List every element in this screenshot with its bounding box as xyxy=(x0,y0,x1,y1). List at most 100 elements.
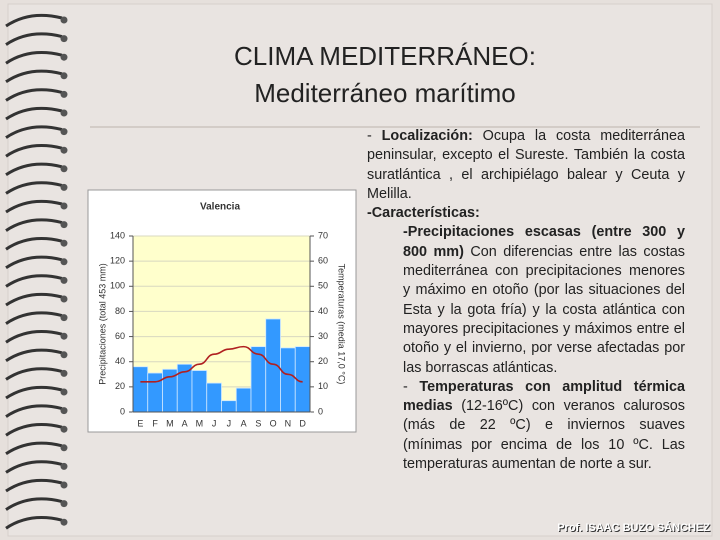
binding-ring xyxy=(5,144,63,158)
bar xyxy=(132,366,149,413)
x-tick-label: O xyxy=(270,418,277,428)
bar xyxy=(235,387,252,413)
y2-tick-label: 40 xyxy=(318,306,328,316)
binding-hole xyxy=(60,128,68,136)
y-tick-label: 0 xyxy=(120,406,125,416)
binding xyxy=(5,13,68,530)
bold-text: Localización: xyxy=(381,128,473,144)
binding-hole xyxy=(60,35,68,43)
binding-hole xyxy=(60,16,68,24)
y2-tick-label: 10 xyxy=(318,381,328,391)
binding-ring xyxy=(5,497,63,511)
x-tick-label: A xyxy=(182,418,188,428)
chart-title: Valencia xyxy=(200,202,240,213)
bar xyxy=(280,347,296,413)
y2-tick-label: 70 xyxy=(318,230,328,240)
y-tick-label: 20 xyxy=(115,381,125,391)
binding-hole xyxy=(60,332,68,340)
binding-ring xyxy=(5,274,63,288)
binding-hole xyxy=(60,444,68,452)
binding-hole xyxy=(60,258,68,266)
binding-ring xyxy=(5,478,63,493)
x-tick-label: F xyxy=(152,418,158,428)
y-tick-label: 60 xyxy=(115,331,125,341)
binding-ring xyxy=(5,311,63,325)
binding-ring xyxy=(5,32,63,46)
x-tick-label: N xyxy=(285,418,292,428)
binding-ring xyxy=(5,162,63,177)
y-tick-label: 80 xyxy=(115,306,125,316)
binding-ring xyxy=(5,218,63,232)
x-tick-label: M xyxy=(166,418,174,428)
binding-ring xyxy=(5,385,63,400)
binding-ring xyxy=(5,181,63,195)
binding-hole xyxy=(60,351,68,359)
bar xyxy=(221,400,237,413)
binding-ring xyxy=(5,367,63,381)
x-tick-label: S xyxy=(255,418,261,428)
x-tick-label: J xyxy=(212,418,217,428)
binding-hole xyxy=(60,53,68,61)
y-axis-label: Precipitaciones (total 453 mm) xyxy=(97,263,107,385)
bold-text: -Características: xyxy=(367,205,480,222)
binding-ring xyxy=(5,199,63,214)
chart: Valencia Precipitaciones (total 453 mm) … xyxy=(87,189,357,433)
bold-text: -Precipitaciones escasas (entre 300 y 80… xyxy=(403,224,685,260)
footer-shadow: Prof. ISAAC BUZO SÁNCHEZ xyxy=(558,522,711,535)
binding-ring xyxy=(5,404,63,418)
binding-hole xyxy=(60,481,68,489)
binding-hole xyxy=(60,221,68,229)
binding-ring xyxy=(5,348,63,363)
binding-hole xyxy=(60,146,68,154)
binding-hole xyxy=(60,425,68,433)
binding-ring xyxy=(5,88,63,102)
binding-ring xyxy=(5,69,63,84)
text: Con diferencias entre las costas mediter… xyxy=(403,243,685,376)
binding-hole xyxy=(60,407,68,415)
y2-tick-label: 20 xyxy=(318,356,328,366)
binding-hole xyxy=(60,388,68,396)
text: Ocupa la costa mediterránea peninsular, … xyxy=(367,128,685,202)
y2-tick-label: 30 xyxy=(318,331,328,341)
binding-ring xyxy=(5,292,63,307)
binding-hole xyxy=(60,276,68,284)
paragraph: - Localización: Ocupa la costa mediterrá… xyxy=(367,127,685,204)
body-text: - Localización: Ocupa la costa mediterrá… xyxy=(367,127,685,474)
paragraph: -Características: xyxy=(367,204,685,223)
bar xyxy=(147,372,163,413)
binding-hole xyxy=(60,90,68,98)
binding-ring xyxy=(5,125,63,139)
binding-hole xyxy=(60,72,68,80)
x-tick-label: D xyxy=(299,418,306,428)
bold-text: Temperaturas con amplitud térmica medias xyxy=(403,378,686,415)
binding-hole xyxy=(60,518,68,526)
x-tick-label: J xyxy=(227,418,232,428)
binding-hole xyxy=(60,239,68,247)
binding-hole xyxy=(60,109,68,117)
x-tick-label: E xyxy=(137,418,143,428)
binding-hole xyxy=(60,500,68,508)
binding-ring xyxy=(5,330,63,344)
binding-ring xyxy=(5,237,63,251)
bar xyxy=(206,382,222,413)
y-tick-label: 100 xyxy=(110,281,125,291)
x-tick-label: M xyxy=(196,418,204,428)
binding-hole xyxy=(60,369,68,377)
paragraph: -Precipitaciones escasas (entre 300 y 80… xyxy=(403,223,685,377)
footer: Prof. ISAAC BUZO SÁNCHEZ xyxy=(557,521,710,534)
text: (12-16ºC) con veranos calurosos (más de … xyxy=(403,398,685,473)
binding-hole xyxy=(60,462,68,470)
binding-hole xyxy=(60,314,68,322)
temperature-line xyxy=(140,345,303,383)
y-tick-label: 120 xyxy=(110,256,125,266)
bar xyxy=(191,370,208,413)
text: - xyxy=(403,378,420,395)
binding-ring xyxy=(5,106,63,121)
bar xyxy=(265,318,281,413)
binding-hole xyxy=(60,183,68,191)
binding-ring xyxy=(5,13,63,28)
text: - xyxy=(367,128,382,144)
slide-title: CLIMA MEDITERRÁNEO: xyxy=(234,41,536,71)
